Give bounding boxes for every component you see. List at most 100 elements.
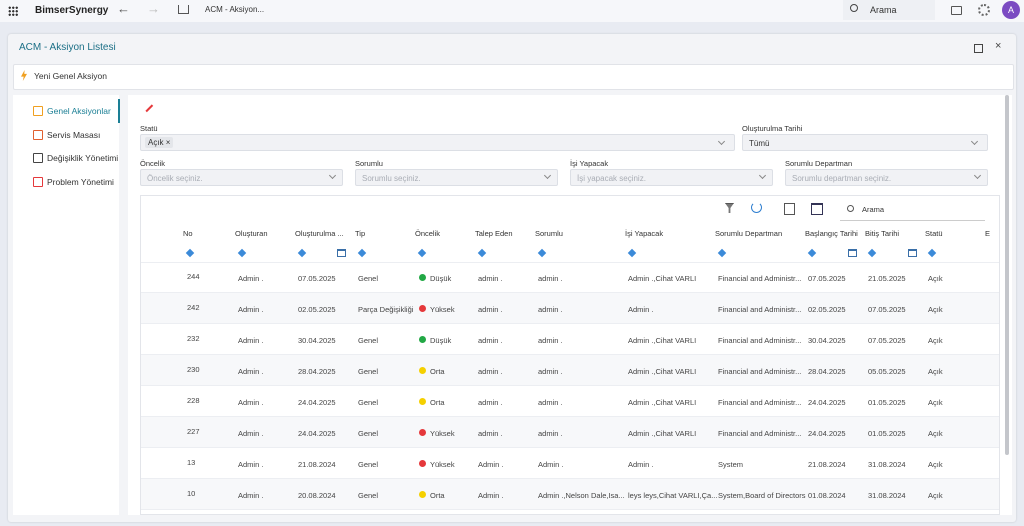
filter-select[interactable] [355, 169, 558, 186]
column-header[interactable]: İşi Yapacak [625, 229, 664, 238]
table-cell: Financial and Administr... [718, 367, 802, 376]
table-cell: admin . [538, 429, 563, 438]
sidebar-item[interactable]: Problem Yönetimi [47, 176, 114, 187]
table-cell: Financial and Administr... [718, 305, 802, 314]
chat-icon[interactable] [951, 6, 962, 15]
forward-button[interactable]: → [147, 1, 160, 16]
column-header[interactable]: Talep Eden [475, 229, 513, 238]
table-cell: Admin . [628, 460, 654, 469]
table-cell: admin . [478, 274, 503, 283]
column-header[interactable]: Sorumlu Departman [715, 229, 783, 238]
table-cell: System,Board of Directors [718, 491, 806, 500]
table-cell: Admin . [538, 460, 564, 469]
column-header[interactable]: Oluşturulma ... [295, 229, 344, 238]
clear-filter-button[interactable] [725, 203, 734, 213]
settings-icon[interactable] [978, 4, 990, 16]
status-select[interactable]: Açık × [140, 134, 735, 151]
date-filter[interactable] [908, 249, 917, 257]
status-chip[interactable]: Açık × [145, 137, 174, 148]
priority-dot [419, 491, 426, 498]
date-filter[interactable] [848, 249, 857, 257]
table-cell: Admin . [478, 460, 504, 469]
priority-dot [419, 305, 426, 312]
column-header[interactable]: Statü [925, 229, 943, 238]
column-header[interactable]: No [183, 229, 193, 238]
sidebar-item[interactable]: Değişiklik Yönetimi [47, 153, 119, 163]
column-header[interactable]: Tip [355, 229, 366, 238]
table-cell: 24.04.2025 [808, 429, 846, 438]
new-action-button[interactable]: Yeni Genel Aksiyon [34, 71, 107, 81]
table-cell: Admin . [238, 336, 264, 345]
table-cell: 05.05.2025 [868, 367, 906, 376]
table-cell: Genel [358, 398, 379, 407]
sidebar-icon [33, 176, 43, 187]
priority-dot [419, 429, 426, 436]
column-header[interactable]: Başlangıç Tarihi [805, 229, 858, 238]
toolbar: Yeni Genel Aksiyon [13, 64, 1014, 90]
table-cell: Financial and Administr... [718, 398, 802, 407]
table-cell: Açık [928, 305, 943, 314]
table-cell: admin . [538, 367, 563, 376]
maximize-button[interactable] [974, 44, 983, 53]
table-cell: Genel [358, 274, 379, 283]
filter-label: Sorumlu Departman [785, 159, 853, 168]
placeholder: Sorumlu seçiniz. [362, 174, 421, 183]
table-cell: 01.08.2024 [808, 491, 846, 500]
table-cell: Admin . [478, 491, 504, 500]
home-button[interactable] [178, 5, 189, 14]
table-cell: Yüksek [430, 429, 455, 438]
row-divider [141, 509, 999, 510]
date-filter[interactable] [337, 249, 346, 257]
table-cell: Admin .,Cihat VARLI [628, 398, 697, 407]
export-button[interactable] [784, 203, 795, 215]
column-header[interactable]: Öncelik [415, 229, 441, 238]
table-cell: admin . [478, 367, 503, 376]
date-select[interactable]: Tümü [742, 134, 988, 151]
table-cell: 21.08.2024 [298, 460, 336, 469]
sidebar-item[interactable]: Genel Aksiyonlar [47, 106, 111, 116]
table-cell: Admin . [628, 305, 654, 314]
sidebar-item[interactable]: Servis Masası [47, 129, 101, 140]
table-cell: 13 [187, 458, 196, 467]
table-cell: Admin .,Nelson Dale,Isa... [538, 491, 625, 500]
close-button[interactable]: × [995, 40, 1002, 52]
app-name[interactable]: BimserSynergy [35, 5, 109, 16]
column-header[interactable]: Bitiş Tarihi [865, 229, 900, 238]
apps-icon[interactable] [8, 6, 18, 16]
column-header[interactable]: Oluşturan [235, 229, 268, 238]
refresh-button[interactable] [751, 202, 762, 213]
table-cell: 21.05.2025 [868, 274, 906, 283]
row-divider [141, 292, 999, 293]
row-band [141, 293, 999, 324]
breadcrumb[interactable]: ACM - Aksiyon... [205, 5, 265, 14]
table-cell: Parça Değişikliği [358, 305, 414, 314]
window-title: ACM - Aksiyon Listesi [19, 42, 116, 53]
column-header[interactable]: E [985, 229, 991, 238]
table-cell: 227 [187, 427, 200, 436]
table-cell: 232 [187, 334, 200, 343]
sidebar-icon [33, 129, 43, 140]
bolt-icon [21, 70, 27, 81]
sidebar-icon [33, 153, 43, 163]
grid-search[interactable]: Arama [840, 198, 985, 221]
filter-label: Oluşturulma Tarihi [742, 124, 803, 133]
table-cell: Yüksek [430, 460, 455, 469]
back-button[interactable]: ← [117, 1, 130, 16]
avatar[interactable]: A [1002, 1, 1020, 19]
table-cell: Genel [358, 429, 379, 438]
global-search[interactable]: Arama [843, 0, 935, 20]
row-band [141, 417, 999, 448]
table-cell: Açık [928, 274, 943, 283]
sidebar-icon [33, 106, 43, 116]
row-band [141, 355, 999, 386]
row-divider [141, 323, 999, 324]
table-cell: Orta [430, 398, 445, 407]
column-header[interactable]: Sorumlu [535, 229, 563, 238]
filter-select[interactable] [140, 169, 343, 186]
column-chooser-button[interactable] [811, 203, 823, 215]
filter-select[interactable] [785, 169, 988, 186]
filter-select[interactable] [570, 169, 773, 186]
grid-search-text: Arama [862, 205, 885, 214]
table-cell: Açık [928, 336, 943, 345]
